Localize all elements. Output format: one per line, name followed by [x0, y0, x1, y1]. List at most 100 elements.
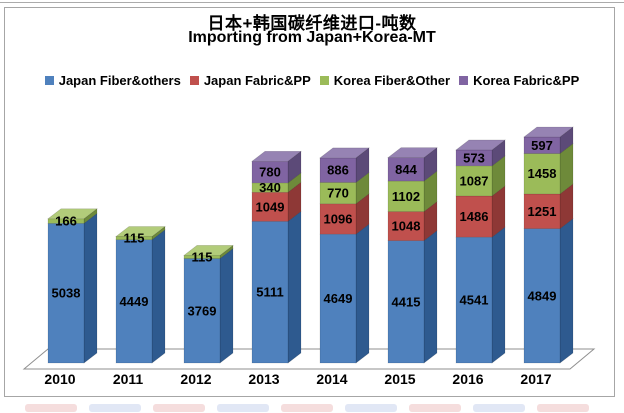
legend-label: Japan Fiber&others [58, 73, 181, 88]
watermark-block [25, 404, 77, 412]
chart-title-en: Importing from Japan+Korea-MT [188, 29, 436, 46]
watermark-block [281, 404, 333, 412]
x-axis-label: 2011 [113, 371, 144, 387]
data-label: 844 [395, 162, 417, 177]
segment-top [455, 139, 506, 151]
segment-front [319, 233, 357, 364]
segment-top [47, 208, 98, 220]
data-label: 573 [463, 150, 485, 165]
data-label: 886 [327, 163, 349, 178]
segment-front [387, 240, 425, 364]
data-label: 780 [259, 165, 281, 180]
segment-top [319, 147, 370, 159]
bar-2016: 4541 1486 1087 573 2016 [452, 139, 506, 387]
plot-svg: 5038 166 2010 4449 115 2011 3769 115 2012 5111 104… [22, 126, 596, 387]
segment-side [559, 218, 574, 364]
data-label: 1048 [392, 219, 421, 234]
watermark-block [153, 404, 205, 412]
legend-marker [459, 76, 469, 85]
watermark-block [473, 404, 525, 412]
segment-front [47, 223, 85, 364]
data-label: 5111 [256, 285, 284, 300]
legend-marker [44, 76, 54, 85]
data-label: 166 [55, 214, 77, 229]
bar-2014: 4649 1096 770 886 2014 [316, 147, 370, 387]
plot-floor [22, 348, 596, 370]
segment-top [387, 147, 438, 158]
segment-top [523, 126, 574, 138]
segment-side [491, 226, 506, 364]
chart-plot: 5038 166 2010 4449 115 2011 3769 115 2012 5111 104… [0, 100, 624, 400]
data-label: 4415 [392, 294, 421, 309]
segment-top [183, 245, 234, 256]
bar-2012: 3769 115 2012 [180, 244, 234, 387]
segment-top [251, 150, 302, 162]
segment-front [183, 258, 221, 364]
segment-front [523, 228, 561, 364]
bar-2011: 4449 115 2011 [113, 225, 166, 387]
data-label: 340 [259, 180, 281, 195]
segment-front [523, 193, 561, 229]
segment-front [319, 157, 357, 183]
bar-2015: 4415 1048 1102 844 2015 [384, 147, 438, 387]
segment-front [455, 236, 493, 364]
data-label: 115 [124, 231, 145, 246]
data-label: 4541 [460, 293, 489, 308]
x-axis-label: 2012 [180, 371, 211, 387]
legend-item-japan-fabric-pp: Japan Fabric&PP [189, 73, 311, 88]
bar-2017: 4849 1251 1458 597 2017 [520, 126, 574, 387]
data-label: 597 [531, 138, 553, 153]
segment-front [319, 203, 357, 235]
segment-front [523, 153, 561, 195]
segment-side [423, 230, 438, 364]
data-label: 4649 [324, 291, 353, 306]
x-axis-label: 2016 [452, 371, 483, 387]
watermark-block [217, 404, 269, 412]
watermark-strip [0, 404, 624, 413]
data-label: 4849 [528, 288, 557, 303]
watermark-block [409, 404, 461, 412]
segment-side [83, 212, 98, 364]
segment-top [115, 226, 166, 237]
segment-front [387, 211, 425, 241]
data-label: 1096 [324, 211, 353, 226]
data-label: 1049 [256, 199, 285, 214]
x-axis-label: 2010 [44, 371, 75, 387]
legend-label: Korea Fiber&Other [333, 73, 451, 88]
x-axis-label: 2017 [520, 371, 551, 387]
data-label: 770 [327, 186, 349, 201]
legend: Japan Fiber&others Japan Fabric&PP Korea F… [0, 73, 624, 88]
legend-item-korea-fabric-pp: Korea Fabric&PP [459, 73, 579, 88]
segment-front [251, 221, 289, 364]
data-label: 1102 [392, 189, 420, 204]
segment-front [455, 165, 493, 197]
x-axis-label: 2014 [316, 371, 347, 387]
segment-front [387, 180, 425, 212]
segment-front [115, 239, 153, 364]
chart-title-zh: 日本+韩国碳纤维进口-吨数 [207, 14, 417, 33]
watermark-block [345, 404, 397, 412]
legend-item-japan-fiber-others: Japan Fiber&others [44, 73, 181, 88]
legend-label: Korea Fabric&PP [473, 73, 580, 88]
data-label: 115 [192, 249, 213, 264]
data-label: 4449 [120, 294, 149, 309]
watermark-block [89, 404, 141, 412]
data-label: 1087 [460, 173, 489, 188]
x-axis-label: 2013 [248, 371, 279, 387]
top-divider-line [0, 2, 624, 3]
watermark-block [537, 404, 589, 412]
data-label: 1486 [460, 209, 489, 224]
chart-border-box [4, 7, 615, 397]
data-label: 1458 [528, 166, 557, 181]
legend-marker [319, 76, 329, 85]
data-label: 1251 [528, 204, 557, 219]
segment-side [355, 223, 370, 364]
segment-side [151, 229, 166, 364]
data-label: 3769 [188, 303, 217, 318]
legend-item-korea-fiber-other: Korea Fiber&Other [319, 73, 451, 88]
bar-2010: 5038 166 2010 [44, 208, 98, 387]
x-axis-label: 2015 [384, 371, 415, 387]
data-label: 5038 [52, 286, 81, 301]
